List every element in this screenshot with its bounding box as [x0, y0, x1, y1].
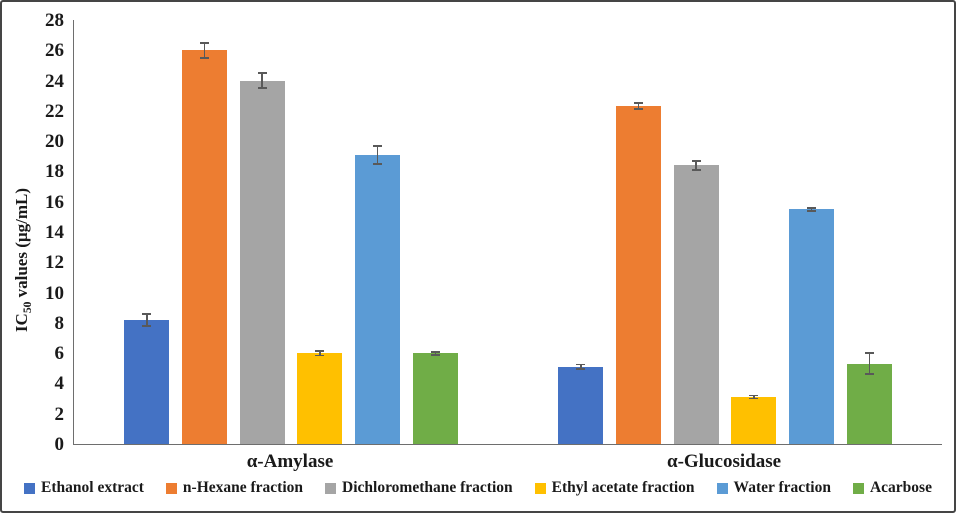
- error-bar: [203, 42, 206, 58]
- legend-swatch-icon: [325, 482, 337, 494]
- error-bar-cap: [430, 350, 440, 353]
- y-axis-tick-label: 10: [45, 282, 64, 304]
- error-bar-cap: [691, 169, 701, 171]
- error-bar: [319, 350, 321, 356]
- error-bar: [580, 364, 582, 370]
- error-bar: [261, 73, 263, 89]
- error-bar: [146, 313, 148, 326]
- error-bar-cap: [199, 41, 209, 44]
- error-bar-cap: [257, 87, 267, 90]
- legend-item: Ethanol extract: [24, 479, 144, 497]
- legend-swatch-icon: [24, 482, 36, 494]
- legend-label: Ethyl acetate fraction: [551, 479, 695, 496]
- legend-item: Water fraction: [716, 479, 831, 497]
- error-bar: [434, 351, 436, 355]
- legend-label: Ethanol extract: [41, 479, 144, 496]
- category-label: α-Amylase: [246, 451, 334, 472]
- error-bar-cap: [864, 352, 874, 355]
- bar: [239, 80, 285, 444]
- y-axis-tick-label: 2: [54, 403, 65, 425]
- bar: [789, 209, 835, 444]
- y-axis-tick-label: 0: [54, 434, 65, 455]
- y-axis-tick-label: 20: [45, 131, 64, 153]
- error-bar: [695, 160, 697, 170]
- legend-label: Water fraction: [733, 479, 831, 496]
- y-axis-tick-label: 24: [45, 70, 64, 92]
- error-bar-cap: [691, 159, 701, 162]
- error-bar: [637, 103, 640, 110]
- y-axis-tick-label: 6: [54, 343, 65, 365]
- bar: [673, 165, 719, 444]
- y-axis-tick-label: 18: [45, 161, 64, 183]
- legend-item: Acarbose: [852, 479, 932, 497]
- error-bar-cap: [199, 56, 209, 59]
- bar: [615, 106, 661, 444]
- legend-label: Dichloromethane fraction: [342, 479, 513, 496]
- legend-swatch-icon: [165, 482, 177, 494]
- legend-label: n-Hexane fraction: [182, 479, 304, 496]
- legend-item: Ethyl acetate fraction: [534, 479, 695, 497]
- error-bar-cap: [807, 209, 817, 212]
- y-axis-tick-label: 12: [45, 252, 64, 274]
- error-bar-cap: [430, 353, 440, 356]
- plot-area: [73, 20, 942, 445]
- bar: [124, 319, 170, 444]
- bar: [846, 363, 892, 444]
- error-bar-cap: [373, 144, 383, 147]
- legend-item: n-Hexane fraction: [165, 479, 304, 497]
- error-bar-cap: [864, 373, 874, 376]
- error-bar-cap: [807, 206, 817, 209]
- error-bar: [868, 353, 870, 375]
- y-axis-tick-label: 16: [45, 191, 64, 213]
- bar: [181, 50, 227, 444]
- error-bar-cap: [142, 324, 152, 327]
- error-bar: [376, 145, 379, 164]
- y-axis-tick-label: 8: [54, 312, 65, 334]
- error-bar-cap: [315, 354, 325, 357]
- y-axis-tick-label: 26: [45, 40, 64, 62]
- error-bar-cap: [749, 397, 759, 400]
- y-axis-tick-label: 14: [45, 222, 64, 243]
- bar: [558, 366, 604, 444]
- error-bar: [810, 207, 813, 211]
- y-axis-tick-label: 22: [45, 100, 64, 122]
- error-bar-cap: [315, 349, 325, 352]
- legend-swatch-icon: [852, 482, 864, 494]
- error-bar-cap: [576, 368, 586, 370]
- chart-legend: Ethanol extract n-Hexane fraction Dichloro…: [2, 479, 954, 497]
- error-bar-cap: [633, 102, 643, 105]
- bar: [297, 353, 343, 444]
- error-bar-cap: [576, 363, 586, 366]
- category-label: α-Glucosidase: [666, 451, 782, 472]
- error-bar-cap: [633, 108, 643, 111]
- error-bar: [753, 395, 755, 399]
- legend-swatch-icon: [534, 482, 546, 494]
- error-bar-cap: [373, 162, 383, 165]
- y-axis-tick-label: 28: [45, 10, 64, 31]
- error-bar-cap: [749, 394, 759, 397]
- bar: [355, 154, 401, 444]
- error-bar-cap: [142, 312, 152, 315]
- legend-swatch-icon: [716, 482, 728, 494]
- legend-item: Dichloromethane fraction: [325, 479, 513, 497]
- bar: [731, 397, 777, 444]
- bar: [412, 353, 458, 444]
- y-axis-tick-label: 4: [54, 373, 65, 395]
- y-axis-title-subscript: 50: [21, 301, 35, 314]
- legend-label: Acarbose: [869, 479, 932, 496]
- error-bar-cap: [257, 72, 267, 74]
